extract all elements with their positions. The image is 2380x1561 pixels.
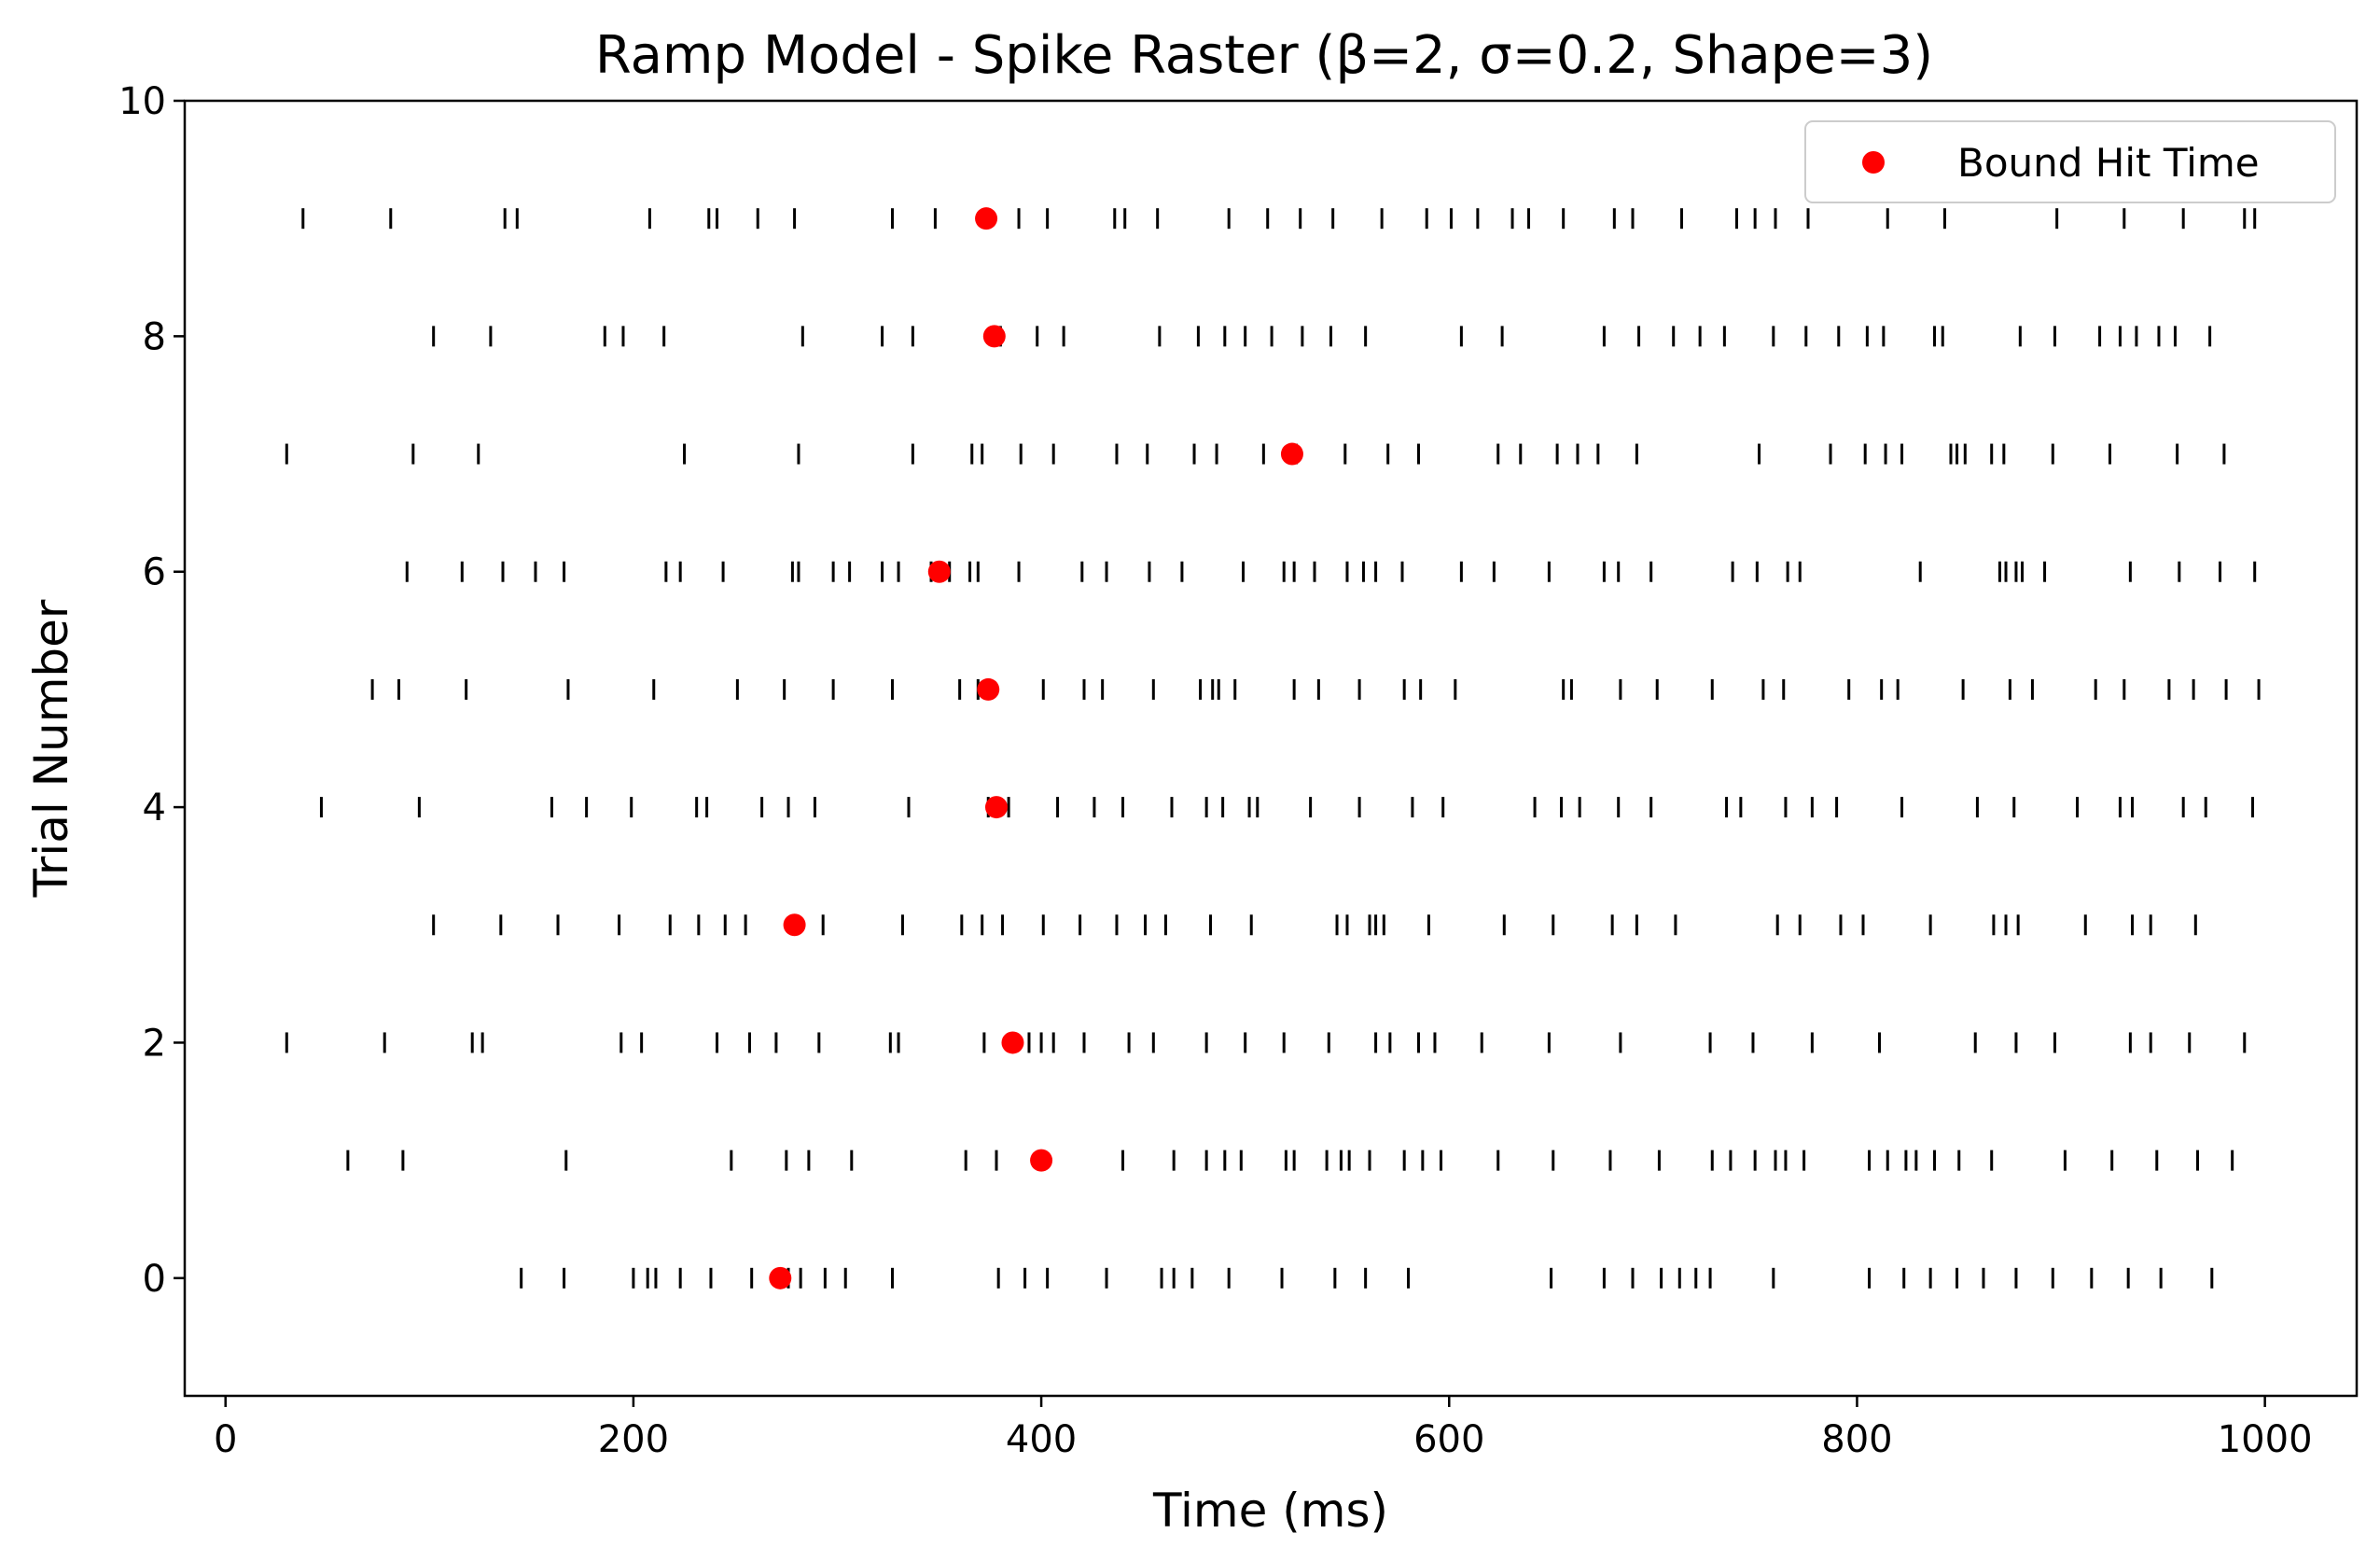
- trial-4-spikes: [319, 797, 2255, 818]
- y-tick-label: 4: [143, 787, 166, 829]
- x-tick-label: 200: [598, 1418, 669, 1461]
- legend-box: [1804, 120, 2336, 203]
- x-tick-label: 0: [214, 1418, 237, 1461]
- bound-hit-marker: [783, 913, 806, 937]
- trial-6-spikes: [405, 561, 2257, 582]
- x-tick-label: 1000: [2218, 1418, 2313, 1461]
- x-tick-label: 600: [1413, 1418, 1484, 1461]
- legend-marker-bound-hit: [1862, 151, 1885, 174]
- x-tick-label: 800: [1821, 1418, 1892, 1461]
- axes-frame: [183, 99, 2359, 1398]
- chart-title: Ramp Model - Spike Raster (β=2, σ=0.2, S…: [595, 25, 1933, 86]
- bound-hit-marker: [984, 796, 1008, 819]
- trial-9-spikes: [301, 208, 2257, 230]
- x-tick-label: 400: [1006, 1418, 1077, 1461]
- trial-1-spikes: [346, 1150, 2234, 1171]
- bound-hit-marker: [769, 1266, 792, 1289]
- axis-ticks: 0 200 400 600 800 1000 0 2 4 6 8 10: [118, 80, 2312, 1461]
- bound-hit-marker: [977, 677, 1000, 701]
- legend: Bound Hit Time: [1804, 120, 2336, 203]
- y-tick-label: 0: [143, 1258, 166, 1301]
- bound-hit-marker: [1001, 1031, 1024, 1054]
- trial-5-spikes: [370, 678, 2261, 700]
- y-tick-label: 2: [143, 1022, 166, 1065]
- trial-7-spikes: [285, 443, 2226, 465]
- y-tick-label: 10: [118, 80, 166, 123]
- y-tick-label: 6: [143, 551, 166, 594]
- trial-3-spikes: [432, 914, 2197, 936]
- bound-hit-marker: [1280, 442, 1303, 466]
- legend-label-bound-hit: Bound Hit Time: [1957, 140, 2260, 186]
- bound-hit-marker: [975, 207, 998, 230]
- bound-hit-marker: [1030, 1149, 1053, 1172]
- x-axis-label: Time (ms): [1152, 1484, 1388, 1538]
- y-axis-label: Trial Number: [24, 599, 78, 898]
- bound-hit-marker: [982, 325, 1006, 348]
- bound-hit-marker: [927, 560, 951, 583]
- trial-0-spikes: [520, 1267, 2214, 1289]
- y-tick-label: 8: [143, 315, 166, 358]
- plot-area: [285, 207, 2261, 1289]
- trial-8-spikes: [432, 326, 2212, 347]
